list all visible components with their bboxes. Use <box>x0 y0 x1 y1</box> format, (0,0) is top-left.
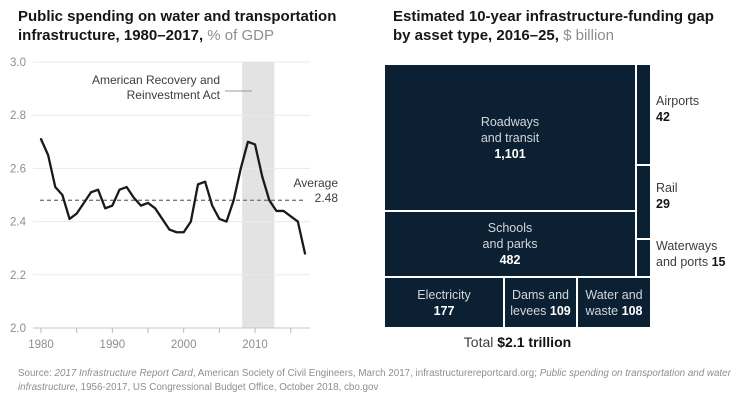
x-tick-label: 2000 <box>171 339 197 351</box>
treemap-label-water: Water and waste 108 <box>585 287 643 318</box>
spending-series-line <box>39 137 307 255</box>
y-tick-label: 2.0 <box>10 323 26 335</box>
y-tick-label: 2.6 <box>10 163 26 175</box>
source-note: Source: 2017 Infrastructure Report Card,… <box>18 368 731 393</box>
right-chart-title-unit: $ billion <box>558 27 614 44</box>
funding-gap-treemap: Roadways and transit 1,101 Schools and p… <box>385 65 650 327</box>
x-tick-label: 2010 <box>242 339 268 351</box>
y-tick-label: 2.8 <box>10 110 26 122</box>
treemap-block-airports <box>637 65 650 164</box>
side-label-airports: Airports 42 <box>656 94 700 124</box>
x-tick-label: 1980 <box>28 339 54 351</box>
left-chart-title-bold: Public spending on water and transportat… <box>18 8 337 44</box>
right-chart-title-bold: Estimated 10-year infrastructure-funding… <box>393 8 714 44</box>
treemap-label-roadways: Roadways and transit 1,101 <box>480 114 540 161</box>
side-label-waterways: Waterways and ports 15 <box>656 239 726 269</box>
x-tick-label: 1990 <box>100 339 126 351</box>
treemap-block-schools: Schools and parks 482 <box>385 212 635 276</box>
side-label-rail: Rail 29 <box>656 181 678 211</box>
treemap-block-waterways <box>637 240 650 276</box>
arra-highlight-band <box>242 62 275 328</box>
arra-annotation: American Recovery and Reinvestment Act <box>60 73 220 103</box>
y-tick-label: 2.2 <box>10 270 26 282</box>
average-label: Average 2.48 <box>278 176 338 206</box>
right-chart-title: Estimated 10-year infrastructure-funding… <box>393 7 728 45</box>
treemap-label-schools: Schools and parks 482 <box>482 221 538 267</box>
treemap-label-electricity: Electricity 177 <box>417 287 471 318</box>
treemap-label-dams: Dams and levees 109 <box>510 287 571 318</box>
treemap-block-roadways: Roadways and transit 1,101 <box>385 65 635 210</box>
treemap-block-dams: Dams and levees 109 <box>505 278 576 327</box>
arra-annotation-line2: Reinvestment Act <box>126 88 220 102</box>
left-chart-title: Public spending on water and transportat… <box>18 7 363 45</box>
average-label-text: Average <box>293 176 338 190</box>
average-label-value: 2.48 <box>314 191 338 205</box>
left-chart-title-unit: % of GDP <box>203 27 274 44</box>
y-tick-label: 2.4 <box>10 217 27 229</box>
y-tick-label: 3.0 <box>10 57 26 69</box>
arra-annotation-line1: American Recovery and <box>91 73 220 87</box>
treemap-block-electricity: Electricity 177 <box>385 278 503 327</box>
treemap-total: Total $2.1 trillion <box>463 334 572 350</box>
treemap-block-rail <box>637 166 650 238</box>
treemap-block-water: Water and waste 108 <box>578 278 650 327</box>
